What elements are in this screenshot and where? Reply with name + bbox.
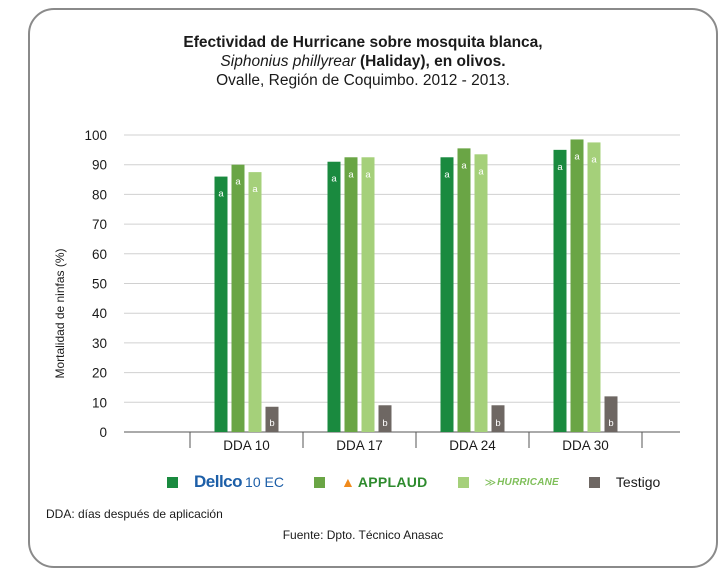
legend-label-testigo: Testigo: [615, 474, 661, 490]
x-tick-label: DDA 30: [562, 438, 609, 453]
y-tick-label: 10: [92, 395, 107, 410]
chart-title: Efectividad de Hurricane sobre mosquita …: [0, 33, 726, 91]
y-tick-label: 0: [99, 425, 107, 440]
bar-chart: 0 10 20 30 40 50 60 70 80 90 100 Mortalidad de ninf…: [53, 128, 680, 453]
significance-letter: a: [461, 160, 467, 171]
y-tick-label: 30: [92, 336, 107, 351]
bar: [248, 172, 262, 432]
dellco-logo: Dellco: [194, 472, 243, 491]
hurricane-swoosh-icon: ≫: [484, 476, 497, 489]
y-tick-label: 70: [92, 217, 107, 232]
dellco-suffix: 10 EC: [245, 474, 284, 490]
significance-letter: a: [444, 169, 450, 180]
title-line-1: Efectividad de Hurricane sobre mosquita …: [183, 34, 543, 51]
legend-swatch-testigo: [588, 476, 600, 488]
legend-swatch-applaud: [313, 476, 325, 488]
significance-letter: a: [557, 162, 563, 173]
significance-letter: a: [365, 169, 371, 180]
legend-swatch-hurricane: [457, 476, 469, 488]
y-tick-label: 100: [84, 128, 107, 143]
y-tick-label: 60: [92, 247, 107, 262]
y-tick-label: 50: [92, 277, 107, 292]
x-tick-label: DDA 17: [336, 438, 383, 453]
significance-letter: a: [574, 151, 580, 162]
bar: [440, 157, 454, 432]
y-tick-label: 40: [92, 306, 107, 321]
bar: [570, 139, 584, 432]
bar: [457, 148, 471, 433]
x-tick-label: DDA 10: [223, 438, 270, 453]
y-tick-label: 20: [92, 366, 107, 381]
significance-letter: a: [252, 184, 258, 195]
significance-letter: a: [331, 174, 337, 185]
significance-letter: a: [348, 169, 354, 180]
significance-letter: a: [591, 154, 597, 165]
hurricane-logo: HURRICANE: [497, 476, 559, 488]
bar: [604, 396, 618, 432]
bar: [474, 154, 488, 432]
significance-letter: b: [608, 418, 613, 429]
legend-item-testigo: Testigo: [588, 474, 661, 490]
legend-item-applaud: ▲ APPLAUD: [313, 474, 428, 490]
y-tick-label: 90: [92, 158, 107, 173]
footnote: DDA: días después de aplicación: [46, 507, 223, 521]
bar: [344, 157, 358, 432]
bar: [587, 142, 601, 433]
significance-letter: b: [382, 418, 387, 429]
bar: [491, 405, 505, 432]
legend-item-dellco: Dellco 10 EC: [167, 472, 284, 492]
bar: [231, 164, 245, 432]
bar: [553, 149, 567, 432]
y-tick-label: 80: [92, 187, 107, 202]
applaud-a-icon: ▲: [340, 474, 355, 490]
significance-letter: a: [478, 166, 484, 177]
title-species: Siphonius phillyrear: [220, 53, 356, 70]
title-line-2: Siphonius phillyrear (Haliday), en olivo…: [0, 52, 726, 71]
bar: [214, 176, 228, 432]
bar: [361, 157, 375, 432]
bar: [378, 405, 392, 432]
source-note: Fuente: Dpto. Técnico Anasac: [282, 528, 444, 542]
legend-item-hurricane: ≫ HURRICANE: [457, 476, 559, 489]
legend-swatch-dellco: [167, 476, 178, 488]
bar: [265, 406, 279, 432]
significance-letter: b: [269, 418, 274, 429]
bar: [327, 161, 341, 433]
significance-letter: a: [235, 177, 241, 188]
title-line-3: Ovalle, Región de Coquimbo. 2012 - 2013.: [216, 72, 510, 89]
applaud-logo: APPLAUD: [357, 474, 428, 490]
significance-letter: a: [218, 189, 224, 200]
significance-letter: b: [495, 418, 500, 429]
x-tick-label: DDA 24: [449, 438, 496, 453]
y-axis-label: Mortalidad de ninfas (%): [53, 248, 67, 378]
title-author: (Haliday), en olivos.: [360, 53, 506, 70]
legend: Dellco 10 EC ▲ APPLAUD ≫ HURRICANE Testi…: [167, 472, 690, 492]
